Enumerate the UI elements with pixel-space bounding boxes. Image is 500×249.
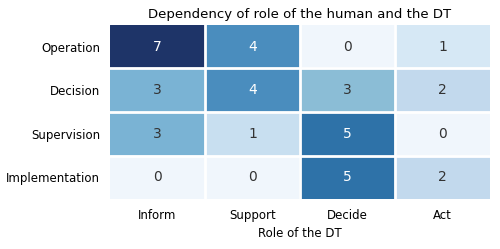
Text: 0: 0 <box>153 170 162 185</box>
Bar <box>110 112 205 156</box>
Text: 4: 4 <box>248 40 257 54</box>
Text: 4: 4 <box>248 83 257 97</box>
Text: 1: 1 <box>438 40 447 54</box>
Title: Dependency of role of the human and the DT: Dependency of role of the human and the … <box>148 8 452 21</box>
Text: 1: 1 <box>248 127 257 141</box>
Bar <box>395 156 490 199</box>
Text: 3: 3 <box>343 83 352 97</box>
Text: 2: 2 <box>438 83 447 97</box>
Bar <box>395 68 490 112</box>
Text: 0: 0 <box>343 40 352 54</box>
Bar <box>205 112 300 156</box>
Bar <box>300 25 395 68</box>
Text: 3: 3 <box>153 83 162 97</box>
Text: 3: 3 <box>153 127 162 141</box>
Bar <box>110 156 205 199</box>
X-axis label: Role of the DT: Role of the DT <box>258 228 342 241</box>
Text: 5: 5 <box>343 127 352 141</box>
Bar <box>395 25 490 68</box>
Bar <box>300 156 395 199</box>
Bar <box>110 68 205 112</box>
Bar <box>205 156 300 199</box>
Bar <box>205 68 300 112</box>
Text: 0: 0 <box>438 127 447 141</box>
Bar <box>395 112 490 156</box>
Bar <box>300 68 395 112</box>
Text: 7: 7 <box>153 40 162 54</box>
Bar <box>110 25 205 68</box>
Text: 2: 2 <box>438 170 447 185</box>
Bar <box>300 112 395 156</box>
Text: 0: 0 <box>248 170 257 185</box>
Text: 5: 5 <box>343 170 352 185</box>
Bar <box>205 25 300 68</box>
